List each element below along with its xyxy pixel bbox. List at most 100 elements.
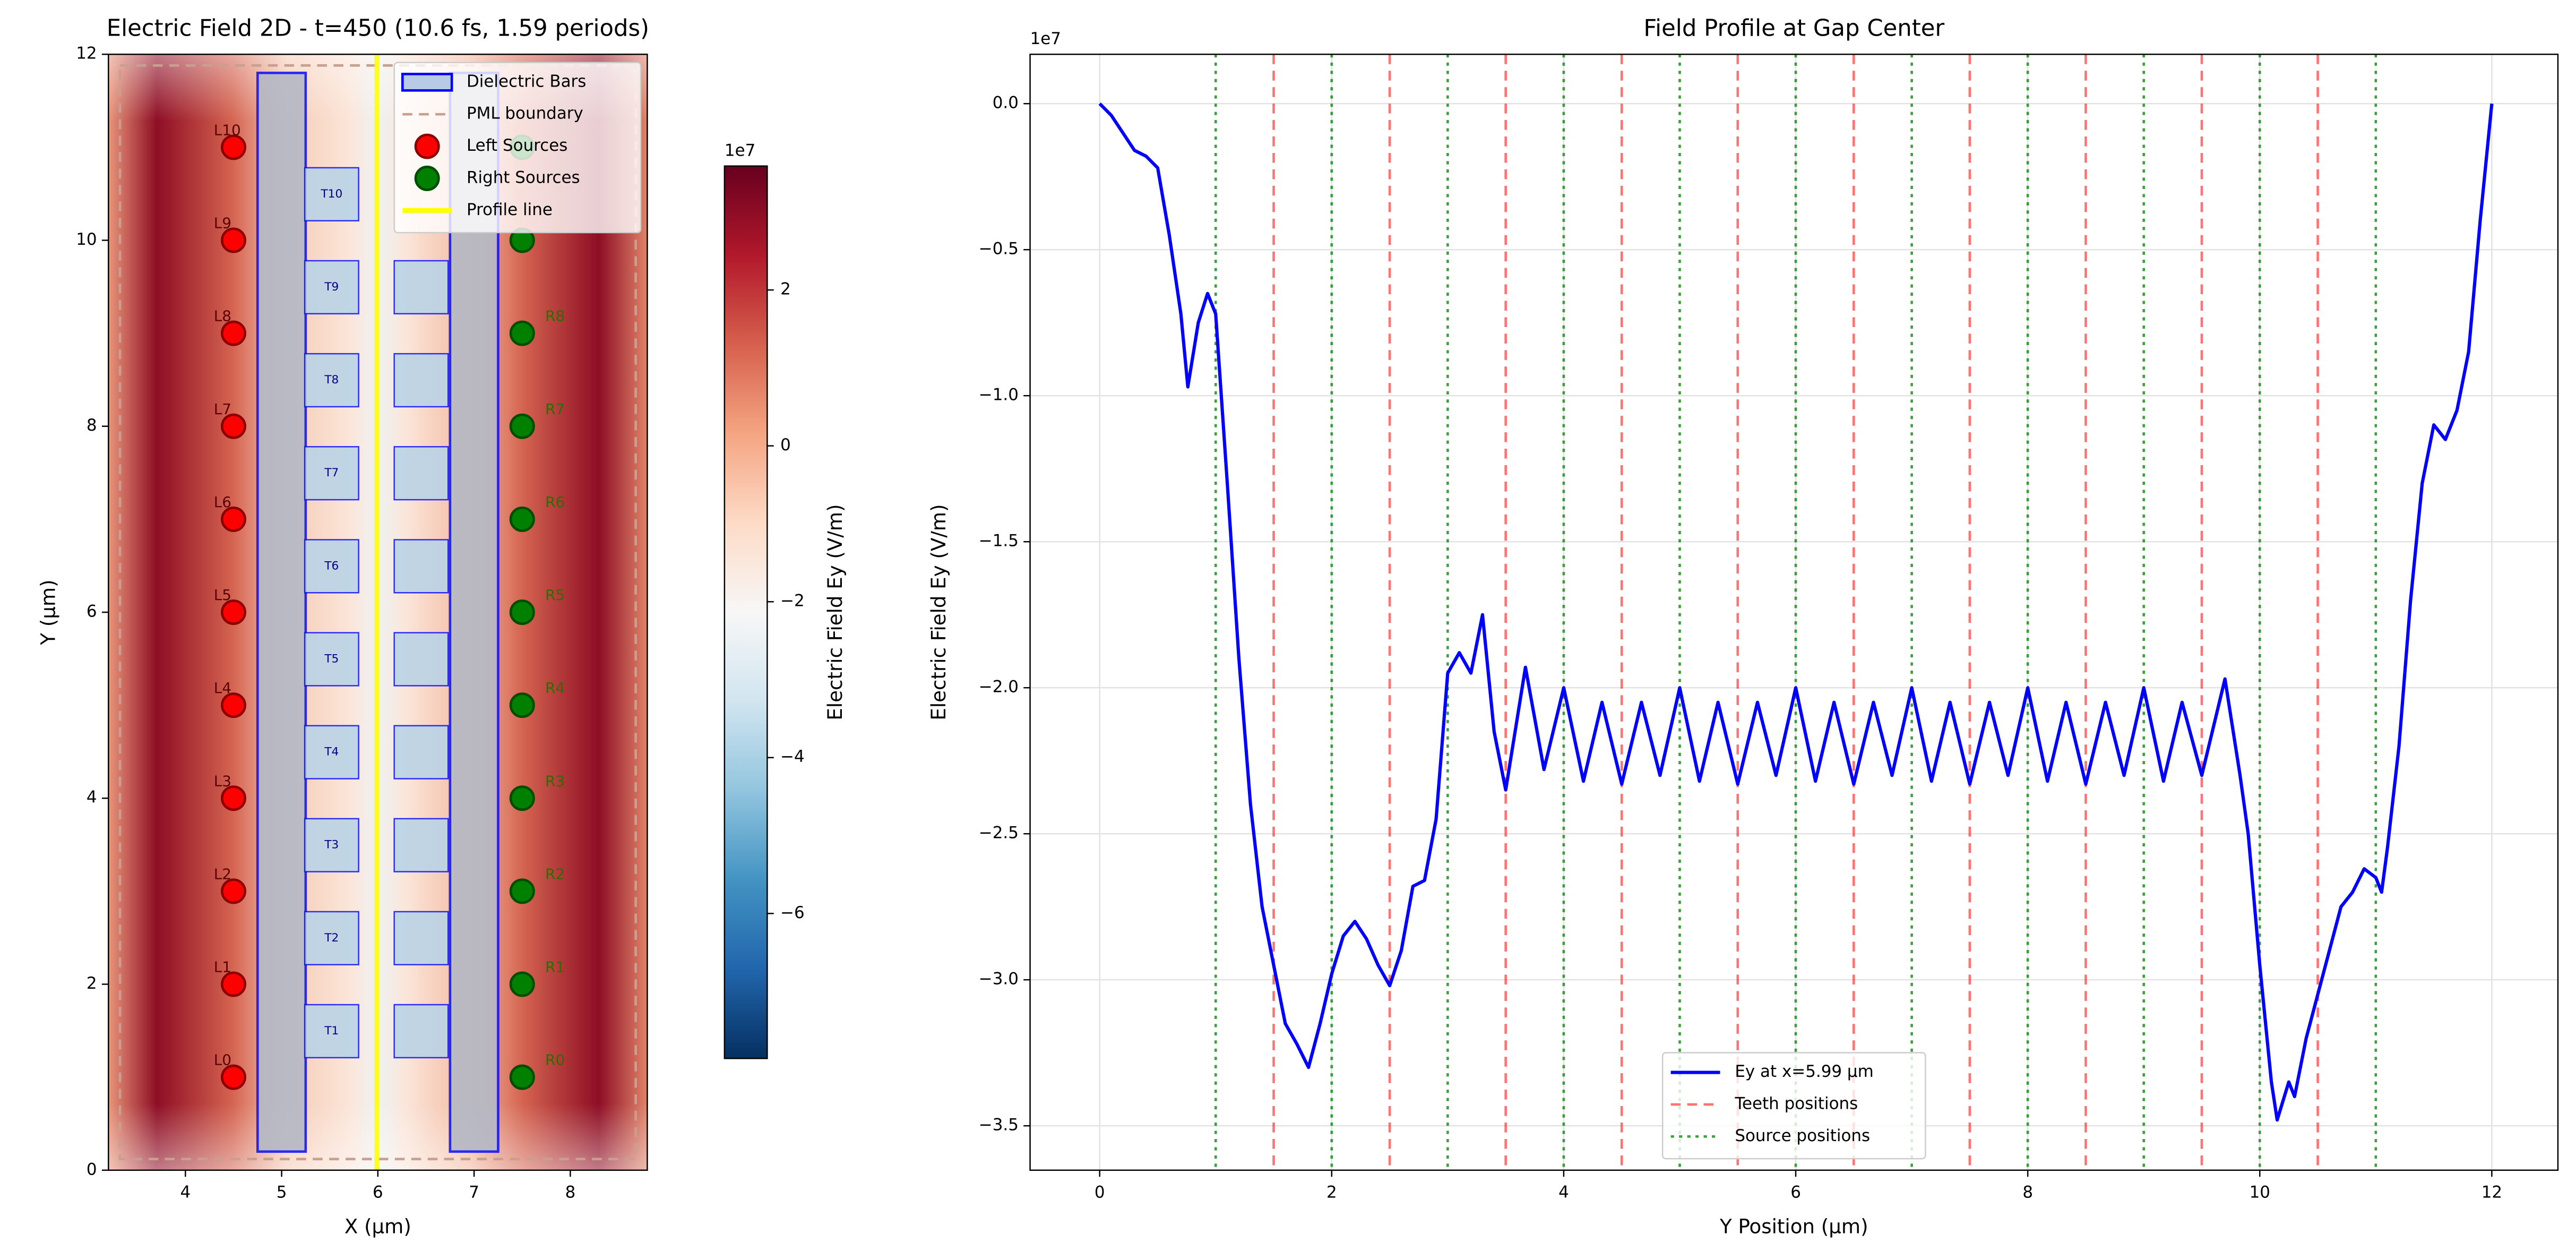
x-tick-label: 7	[469, 1183, 479, 1202]
tooth	[393, 911, 449, 965]
colorbar-offset: 1e7	[725, 141, 755, 160]
source-label: R7	[545, 400, 565, 418]
x-tick-label: 0	[1095, 1183, 1105, 1202]
source	[220, 785, 246, 811]
source	[509, 692, 535, 718]
tooth-label: T5	[324, 652, 339, 665]
source	[509, 599, 535, 625]
source	[220, 227, 246, 253]
tooth	[304, 632, 359, 687]
y-tick-label: −2.5	[979, 824, 1019, 843]
source-label: L7	[214, 400, 231, 418]
source-label: L4	[214, 679, 231, 697]
colorbar-tick-label: −6	[780, 903, 805, 922]
x-axis-label: X (μm)	[344, 1215, 411, 1238]
source	[220, 413, 246, 439]
source	[509, 971, 535, 997]
x-tick-label: 6	[373, 1183, 383, 1202]
tooth	[393, 818, 449, 872]
source-label: R2	[545, 865, 565, 883]
tooth	[304, 260, 359, 315]
legend-swatch	[414, 133, 440, 159]
legend-label: Source positions	[1735, 1126, 1870, 1145]
axes-frame	[1029, 54, 2559, 1171]
source-label: R1	[545, 958, 565, 976]
y-tick-label: −3.5	[979, 1116, 1019, 1135]
y-tick-label: −2.0	[979, 678, 1019, 697]
x-tick-label: 2	[1326, 1183, 1337, 1202]
source-label: R6	[545, 493, 565, 511]
x-tick-label: 4	[180, 1183, 191, 1202]
y-tick-label: 4	[87, 788, 97, 807]
x-tick-label: 6	[1790, 1183, 1801, 1202]
source	[220, 878, 246, 904]
tooth-label: T1	[324, 1024, 339, 1038]
source-label: L9	[214, 215, 231, 232]
y-tick-label: 10	[76, 230, 97, 249]
tooth	[393, 539, 449, 594]
colorbar-label: Electric Field Ey (V/m)	[824, 504, 847, 720]
y-axis-label: Electric Field Ey (V/m)	[927, 504, 950, 720]
y-axis-offset: 1e7	[1030, 29, 1061, 48]
x-tick-label: 4	[1558, 1183, 1569, 1202]
source-label: L3	[214, 772, 231, 790]
legend-label: Dielectric Bars	[467, 72, 586, 91]
source	[220, 1064, 246, 1090]
source	[509, 413, 535, 439]
tooth	[304, 353, 359, 408]
tooth	[393, 353, 449, 408]
y-tick-label: −1.5	[979, 532, 1019, 551]
x-tick-label: 12	[2482, 1183, 2502, 1202]
y-tick-label: 12	[76, 44, 97, 63]
tooth	[304, 1004, 359, 1059]
tooth-label: T2	[324, 931, 339, 945]
x-tick-label: 8	[565, 1183, 576, 1202]
data-line	[1098, 102, 2494, 1122]
source-label: R4	[545, 679, 565, 697]
tooth	[393, 446, 449, 501]
legend-label: PML boundary	[467, 104, 583, 123]
y-tick-label: 2	[87, 974, 97, 993]
source-label: L1	[214, 958, 231, 976]
dielectric-bar	[256, 71, 307, 1153]
y-tick-label: 0.0	[993, 93, 1019, 113]
source-label: L0	[214, 1051, 231, 1069]
legend-label: Left Sources	[467, 136, 567, 155]
tooth	[304, 446, 359, 501]
x-tick-label: 5	[277, 1183, 287, 1202]
y-axis-label: Y (μm)	[37, 579, 59, 645]
y-tick-label: −0.5	[979, 239, 1019, 259]
tooth-label: T6	[324, 559, 339, 572]
legend-label: Ey at x=5.99 μm	[1735, 1062, 1873, 1081]
source-label: L6	[214, 493, 231, 511]
tooth	[393, 725, 449, 780]
source-label: R3	[545, 772, 565, 790]
tooth	[393, 1004, 449, 1059]
y-tick-label: 0	[87, 1160, 97, 1179]
colorbar	[723, 165, 768, 1059]
colorbar-tick-label: −4	[780, 747, 805, 766]
source	[220, 320, 246, 346]
legend-label: Right Sources	[467, 168, 580, 187]
source	[220, 134, 246, 160]
axes-frame	[108, 54, 648, 1171]
source-label: L2	[214, 865, 231, 883]
tooth-label: T4	[324, 746, 339, 759]
y-tick-label: 6	[87, 602, 97, 621]
source	[220, 599, 246, 625]
legend-box	[1661, 1052, 1926, 1160]
colorbar-tick-label: −2	[780, 592, 805, 611]
y-tick-label: −3.0	[979, 970, 1019, 989]
dielectric-bar	[449, 71, 499, 1153]
source	[509, 320, 535, 346]
tooth	[304, 911, 359, 965]
colorbar-tick-label: 2	[780, 280, 791, 299]
chart-title: Electric Field 2D - t=450 (10.6 fs, 1.59…	[107, 15, 649, 41]
x-tick-label: 10	[2250, 1183, 2270, 1202]
source	[220, 692, 246, 718]
tooth-label: T9	[324, 280, 339, 294]
source	[220, 506, 246, 532]
y-tick-label: 8	[87, 416, 97, 435]
